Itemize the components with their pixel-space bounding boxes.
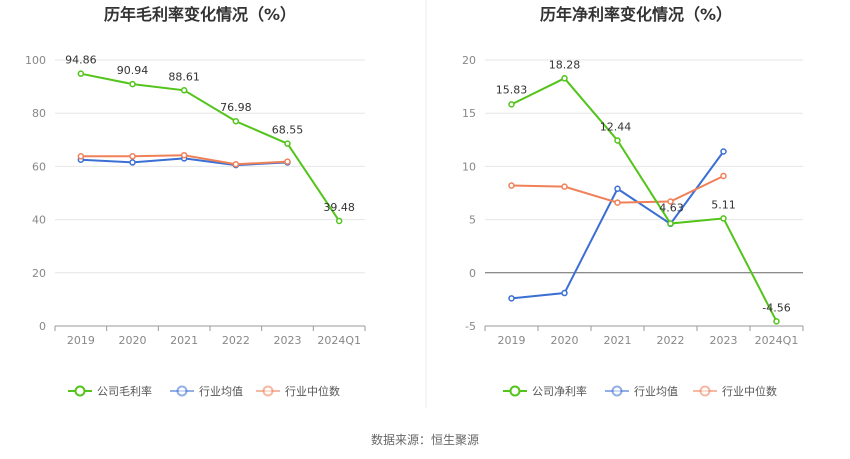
data-point bbox=[508, 101, 515, 108]
legend-marker bbox=[699, 385, 711, 397]
data-label: 68.55 bbox=[272, 124, 304, 137]
data-point bbox=[180, 87, 188, 94]
legend-label: 行业均值 bbox=[634, 385, 678, 398]
data-point bbox=[284, 158, 291, 165]
data-point bbox=[667, 220, 674, 227]
data-point bbox=[232, 117, 240, 125]
x-tick-label: 2020 bbox=[119, 334, 147, 347]
data-source: 数据来源：恒生聚源 bbox=[370, 433, 479, 447]
x-tick-label: 2023 bbox=[274, 334, 302, 347]
legend-label: 行业中位数 bbox=[722, 384, 777, 398]
data-point bbox=[561, 75, 568, 82]
legend-label: 公司毛利率 bbox=[97, 384, 152, 398]
data-point bbox=[720, 148, 727, 155]
y-tick-label: 0 bbox=[469, 267, 476, 280]
data-point bbox=[773, 318, 780, 325]
legend-item-industry-median: 行业中位数 bbox=[256, 384, 340, 398]
data-label: 90.94 bbox=[117, 64, 149, 77]
data-point bbox=[614, 199, 621, 206]
data-label: 15.83 bbox=[496, 83, 528, 96]
legend-label: 公司净利率 bbox=[532, 384, 587, 398]
data-point bbox=[720, 215, 727, 222]
data-point bbox=[232, 161, 240, 168]
x-tick-label: 2021 bbox=[170, 334, 198, 347]
y-tick-label: 15 bbox=[462, 107, 476, 120]
data-point bbox=[720, 172, 727, 180]
data-point bbox=[335, 217, 343, 225]
x-tick-label: 2022 bbox=[657, 334, 685, 347]
legend-marker bbox=[509, 385, 521, 397]
legend-marker bbox=[611, 385, 623, 397]
y-tick-label: 100 bbox=[25, 54, 46, 67]
series-line-company bbox=[80, 72, 340, 222]
data-point bbox=[667, 198, 674, 205]
y-tick-label: 0 bbox=[39, 320, 46, 333]
x-tick-label: 2023 bbox=[710, 334, 738, 347]
legend-marker bbox=[176, 385, 188, 397]
data-point bbox=[180, 151, 188, 159]
data-label: 12.44 bbox=[600, 120, 632, 133]
legend-item-industry-median: 行业中位数 bbox=[693, 384, 777, 398]
data-point bbox=[129, 159, 136, 166]
data-label: 88.61 bbox=[168, 70, 200, 83]
legend-item-company: 公司净利率 bbox=[503, 384, 587, 398]
y-tick-label: 20 bbox=[462, 54, 476, 67]
y-tick-label: 10 bbox=[462, 160, 476, 173]
data-point bbox=[129, 80, 136, 88]
y-tick-label: 40 bbox=[32, 214, 46, 227]
data-label: 76.98 bbox=[220, 101, 252, 114]
legend-label: 行业中位数 bbox=[285, 384, 340, 398]
data-label: 39.48 bbox=[323, 201, 355, 214]
x-tick-label: 2024Q1 bbox=[755, 334, 799, 347]
series-line-company bbox=[511, 77, 778, 322]
x-tick-label: 2020 bbox=[551, 334, 579, 347]
data-label: -4.56 bbox=[762, 301, 790, 314]
data-label: 4.63 bbox=[659, 202, 684, 215]
data-point bbox=[508, 182, 515, 189]
x-tick-label: 2024Q1 bbox=[317, 334, 361, 347]
y-tick-label: 5 bbox=[469, 214, 476, 227]
y-tick-label: 20 bbox=[32, 267, 46, 280]
data-point bbox=[614, 185, 621, 192]
x-tick-label: 2019 bbox=[67, 334, 95, 347]
legend-item-industry-mean: 行业均值 bbox=[605, 385, 678, 398]
data-point bbox=[77, 70, 85, 77]
data-label: 18.28 bbox=[549, 58, 581, 71]
data-label: 94.86 bbox=[65, 54, 97, 67]
chart-title-2: 历年净利率变化情况（%） bbox=[540, 5, 732, 24]
x-tick-label: 2021 bbox=[604, 334, 632, 347]
legend-marker bbox=[74, 385, 86, 397]
x-tick-label: 2022 bbox=[222, 334, 250, 347]
legend-item-company: 公司毛利率 bbox=[68, 384, 152, 398]
y-tick-label: 80 bbox=[32, 107, 46, 120]
data-point bbox=[129, 153, 136, 160]
legend-item-industry-mean: 行业均值 bbox=[170, 385, 243, 398]
data-point bbox=[508, 295, 515, 302]
y-tick-label: 60 bbox=[32, 160, 46, 173]
chart-title-1: 历年毛利率变化情况（%） bbox=[104, 5, 296, 24]
series-line-industry-mean bbox=[511, 150, 725, 300]
y-tick-label: -5 bbox=[465, 320, 476, 333]
data-point bbox=[614, 137, 621, 144]
x-tick-label: 2019 bbox=[498, 334, 526, 347]
data-point bbox=[284, 140, 291, 147]
data-point bbox=[77, 153, 85, 160]
data-label: 5.11 bbox=[711, 198, 736, 211]
data-point bbox=[561, 289, 568, 297]
legend-marker bbox=[262, 385, 274, 397]
legend-label: 行业均值 bbox=[199, 385, 243, 398]
data-point bbox=[561, 183, 568, 190]
